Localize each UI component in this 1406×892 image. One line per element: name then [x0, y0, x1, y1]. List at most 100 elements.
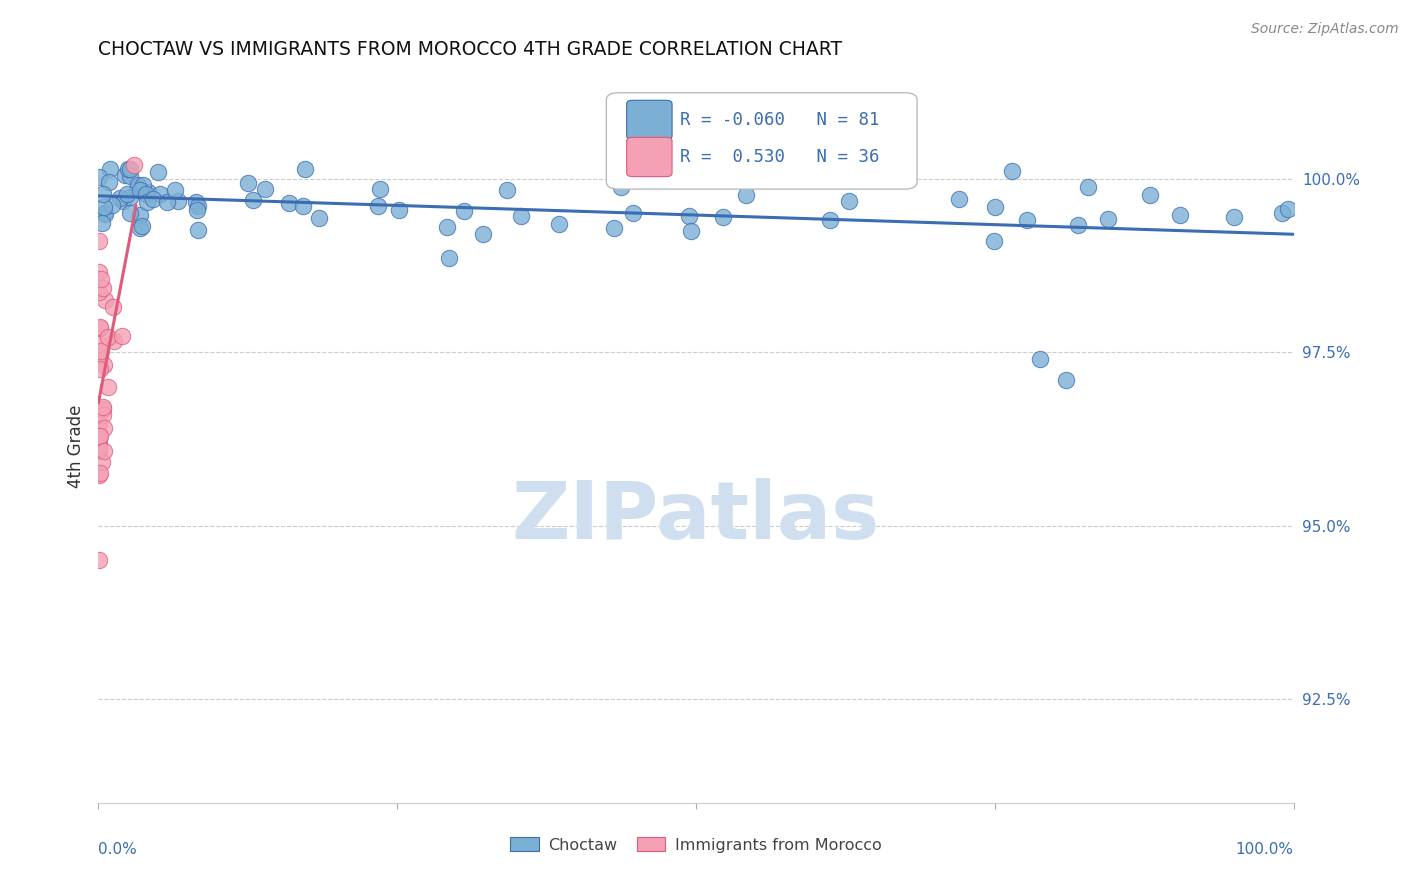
- Point: [548, 217, 571, 231]
- Point: [87, 438, 110, 452]
- Point: [118, 161, 141, 176]
- Point: [89, 441, 111, 455]
- Point: [93, 187, 115, 202]
- Point: [114, 168, 136, 182]
- Point: [472, 227, 495, 242]
- Point: [1139, 187, 1161, 202]
- Point: [1271, 206, 1294, 220]
- Point: [120, 169, 142, 184]
- Point: [124, 158, 146, 172]
- Point: [1277, 202, 1299, 216]
- Text: 100.0%: 100.0%: [1236, 842, 1294, 857]
- Point: [89, 361, 111, 376]
- Point: [984, 201, 1007, 215]
- Point: [308, 211, 330, 225]
- Legend: Choctaw, Immigrants from Morocco: Choctaw, Immigrants from Morocco: [503, 830, 889, 859]
- Point: [659, 164, 682, 178]
- Point: [89, 319, 111, 334]
- Point: [91, 401, 114, 416]
- Point: [93, 206, 115, 220]
- Point: [838, 194, 860, 208]
- Point: [1097, 211, 1119, 226]
- Point: [236, 176, 259, 190]
- Point: [1001, 163, 1024, 178]
- Point: [1223, 210, 1246, 224]
- Point: [91, 400, 114, 414]
- Point: [388, 202, 411, 217]
- Point: [93, 444, 115, 458]
- Point: [98, 161, 121, 176]
- Point: [87, 265, 110, 279]
- Point: [115, 186, 138, 201]
- Point: [510, 209, 533, 223]
- Text: 0.0%: 0.0%: [98, 842, 138, 857]
- Point: [89, 429, 111, 443]
- Point: [368, 182, 391, 196]
- Point: [1028, 352, 1050, 367]
- Point: [90, 216, 112, 230]
- Text: ZIPatlas: ZIPatlas: [512, 478, 880, 557]
- Point: [735, 187, 758, 202]
- Point: [621, 206, 644, 220]
- Point: [184, 194, 207, 209]
- Point: [90, 344, 112, 359]
- Point: [97, 380, 120, 394]
- FancyBboxPatch shape: [627, 137, 672, 177]
- Point: [496, 183, 519, 197]
- Point: [87, 169, 110, 184]
- Point: [128, 208, 150, 222]
- Point: [87, 285, 110, 300]
- Point: [89, 321, 111, 335]
- Point: [90, 272, 112, 286]
- Text: Source: ZipAtlas.com: Source: ZipAtlas.com: [1251, 22, 1399, 37]
- Point: [97, 330, 120, 344]
- Point: [436, 219, 458, 234]
- Point: [87, 433, 110, 447]
- Point: [186, 202, 208, 217]
- Point: [610, 179, 633, 194]
- Point: [93, 200, 115, 214]
- Point: [1067, 219, 1090, 233]
- Point: [87, 429, 110, 443]
- Point: [1015, 212, 1038, 227]
- Point: [91, 455, 114, 469]
- Point: [146, 165, 169, 179]
- Point: [453, 203, 475, 218]
- Point: [87, 468, 110, 483]
- Point: [91, 281, 114, 295]
- Point: [89, 348, 111, 362]
- Point: [98, 175, 121, 189]
- Point: [91, 409, 114, 423]
- FancyBboxPatch shape: [627, 100, 672, 139]
- Point: [87, 553, 110, 567]
- Point: [277, 195, 299, 210]
- Point: [101, 300, 124, 314]
- Point: [93, 359, 115, 373]
- Point: [132, 178, 155, 192]
- FancyBboxPatch shape: [606, 93, 917, 189]
- Point: [120, 190, 142, 204]
- Point: [117, 161, 139, 176]
- Point: [89, 467, 111, 481]
- Point: [439, 251, 461, 265]
- Point: [1054, 373, 1077, 387]
- Point: [242, 193, 264, 207]
- Point: [89, 337, 111, 351]
- Point: [125, 182, 148, 196]
- Point: [711, 210, 734, 224]
- Point: [135, 186, 157, 201]
- Point: [87, 443, 110, 458]
- Point: [111, 328, 134, 343]
- Point: [165, 183, 187, 197]
- Point: [127, 178, 149, 193]
- Point: [681, 224, 703, 238]
- Point: [103, 334, 125, 349]
- Point: [983, 234, 1005, 248]
- Point: [187, 223, 209, 237]
- Text: CHOCTAW VS IMMIGRANTS FROM MOROCCO 4TH GRADE CORRELATION CHART: CHOCTAW VS IMMIGRANTS FROM MOROCCO 4TH G…: [98, 40, 842, 59]
- Point: [94, 207, 117, 221]
- Point: [603, 221, 626, 235]
- Point: [129, 183, 152, 197]
- Point: [100, 198, 122, 212]
- Point: [948, 192, 970, 206]
